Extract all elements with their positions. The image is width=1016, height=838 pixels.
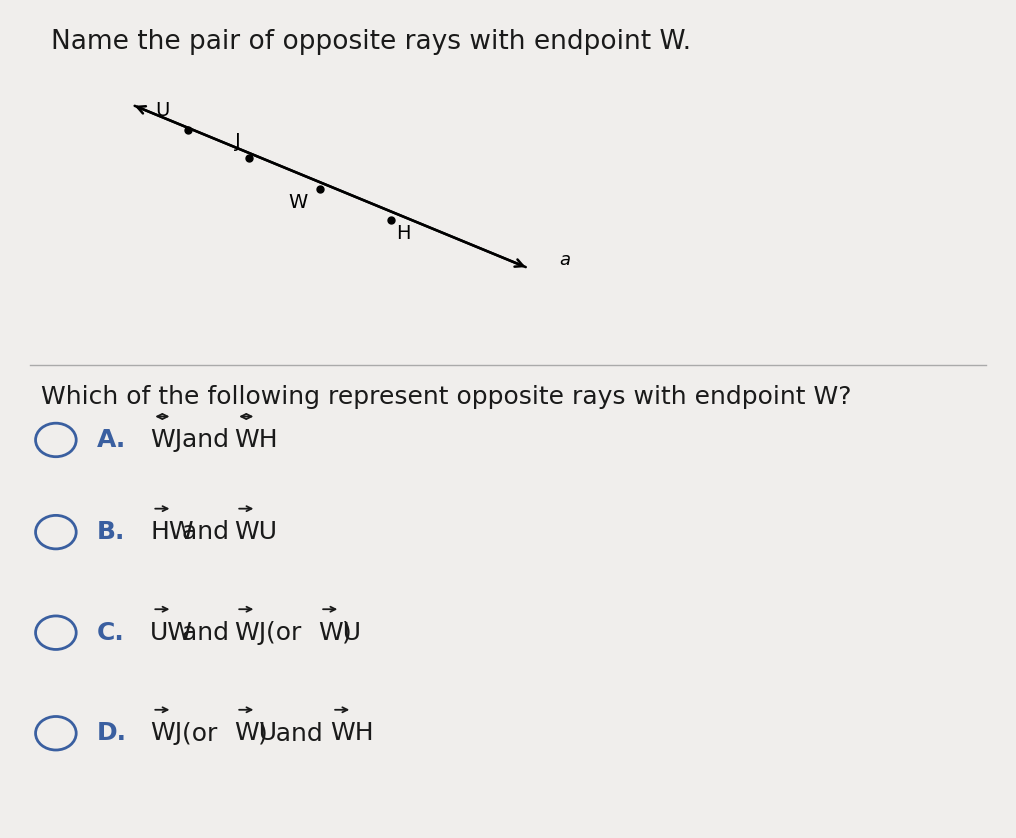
Text: B.: B. [97,520,125,544]
Text: Which of the following represent opposite rays with endpoint W?: Which of the following represent opposit… [41,385,851,410]
Text: D.: D. [97,722,127,745]
Text: Name the pair of opposite rays with endpoint W.: Name the pair of opposite rays with endp… [51,29,691,55]
Text: and: and [175,428,238,452]
Text: and: and [175,520,238,544]
Text: (or: (or [175,722,226,745]
Text: WU: WU [235,520,277,544]
Text: and: and [175,621,238,644]
Text: WJ: WJ [150,428,183,452]
Text: WU: WU [235,722,277,745]
Text: J: J [235,132,241,151]
Text: ) and: ) and [258,722,331,745]
Text: WJ: WJ [235,621,266,644]
Text: a: a [559,251,570,269]
Text: WH: WH [330,722,374,745]
Text: H: H [396,224,410,243]
Text: WJ: WJ [150,722,183,745]
Text: A.: A. [97,428,126,452]
Text: ): ) [342,621,352,644]
Text: C.: C. [97,621,124,644]
Text: HW: HW [150,520,194,544]
Text: UW: UW [150,621,193,644]
Text: (or: (or [258,621,310,644]
Text: W: W [289,193,308,212]
Text: U: U [155,101,170,120]
Text: WH: WH [235,428,278,452]
Text: WU: WU [318,621,362,644]
